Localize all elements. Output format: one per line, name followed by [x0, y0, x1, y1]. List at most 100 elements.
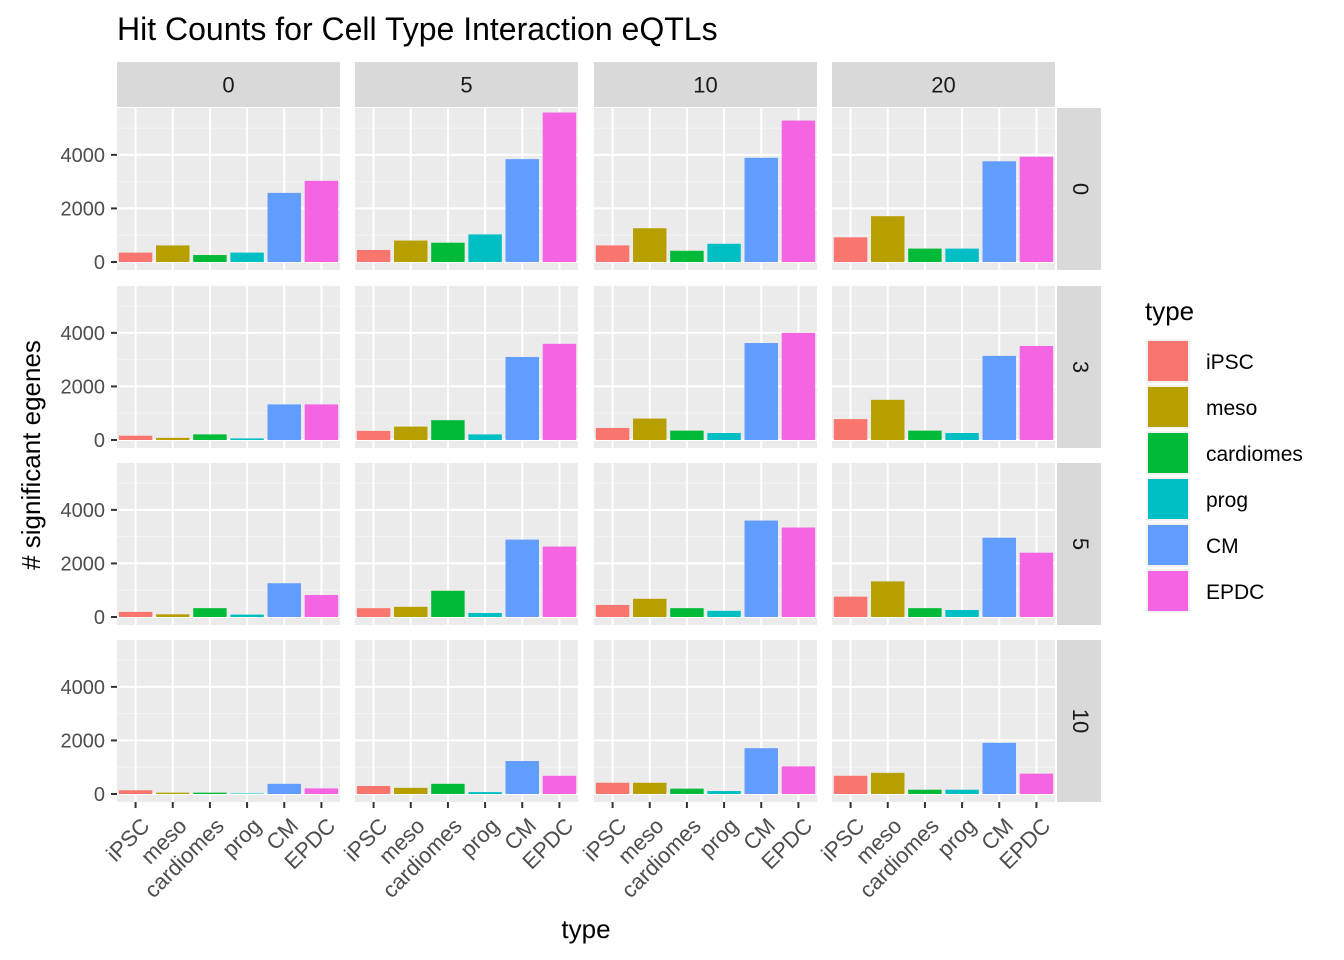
- panel-background: [832, 640, 1055, 802]
- legend-title: type: [1145, 296, 1194, 326]
- bar-CM: [267, 783, 301, 794]
- bar-EPDC: [781, 766, 816, 794]
- bar-prog: [468, 434, 502, 440]
- legend-label: iPSC: [1206, 351, 1254, 374]
- bar-EPDC: [542, 775, 577, 794]
- panel-background: [117, 286, 340, 448]
- legend-swatch-CM: [1148, 525, 1188, 565]
- bar-EPDC: [1019, 156, 1054, 262]
- bar-EPDC: [1019, 345, 1054, 440]
- bar-meso: [633, 418, 667, 440]
- chart-title: Hit Counts for Cell Type Interaction eQT…: [117, 11, 718, 47]
- bar-iPSC: [118, 435, 153, 440]
- panel-background: [355, 286, 578, 448]
- bar-EPDC: [304, 180, 339, 262]
- y-tick-label: 2000: [61, 198, 106, 220]
- panel-background: [117, 108, 340, 270]
- bar-iPSC: [595, 604, 630, 617]
- bar-prog: [707, 243, 741, 262]
- legend-swatch-EPDC: [1148, 571, 1188, 611]
- bar-iPSC: [833, 775, 868, 794]
- bar-iPSC: [833, 419, 868, 440]
- bar-EPDC: [542, 112, 577, 263]
- y-axis-title: # significant egenes: [16, 340, 46, 570]
- bar-CM: [505, 539, 539, 617]
- x-axis-title: type: [561, 914, 610, 944]
- bar-iPSC: [595, 782, 630, 794]
- bar-EPDC: [304, 404, 339, 440]
- legend: type iPSC meso cardiomes prog CM EPDC: [1145, 296, 1303, 613]
- legend-label: CM: [1206, 535, 1239, 558]
- panel-background: [117, 463, 340, 625]
- bar-meso: [394, 606, 428, 617]
- bar-CM: [744, 748, 778, 794]
- legend-swatch-prog: [1148, 479, 1188, 519]
- bar-iPSC: [356, 249, 391, 262]
- legend-swatch-cardiomes: [1148, 433, 1188, 473]
- row-strip-label: 0: [1068, 183, 1093, 195]
- bar-meso: [156, 245, 190, 262]
- bar-prog: [230, 614, 264, 617]
- bar-CM: [505, 356, 539, 440]
- bar-CM: [505, 761, 539, 794]
- bar-CM: [267, 404, 301, 440]
- legend-label: cardiomes: [1206, 443, 1303, 466]
- bar-EPDC: [781, 332, 816, 440]
- bar-meso: [871, 399, 905, 440]
- bar-cardiomes: [431, 420, 465, 440]
- row-strip-label: 3: [1068, 361, 1093, 373]
- bar-meso: [633, 598, 667, 617]
- bar-EPDC: [542, 343, 577, 440]
- bar-EPDC: [1019, 773, 1054, 794]
- bar-cardiomes: [193, 608, 227, 617]
- y-tick-label: 0: [94, 607, 105, 629]
- bar-iPSC: [595, 427, 630, 440]
- bar-cardiomes: [908, 248, 942, 262]
- panel-background: [355, 108, 578, 270]
- bar-prog: [945, 248, 979, 262]
- bar-EPDC: [304, 788, 339, 794]
- bar-CM: [982, 537, 1016, 617]
- bar-CM: [982, 161, 1016, 262]
- bar-prog: [230, 252, 264, 262]
- bar-prog: [707, 433, 741, 440]
- row-strip: [1057, 463, 1101, 625]
- legend-label: prog: [1206, 489, 1248, 512]
- legend-swatch-meso: [1148, 387, 1188, 427]
- panel-background: [832, 286, 1055, 448]
- y-tick-label: 0: [94, 430, 105, 452]
- bar-prog: [945, 433, 979, 440]
- bar-meso: [633, 228, 667, 262]
- panel-background: [832, 463, 1055, 625]
- bar-cardiomes: [670, 788, 704, 794]
- bar-meso: [394, 240, 428, 262]
- bar-cardiomes: [670, 608, 704, 617]
- bar-EPDC: [304, 595, 339, 617]
- bar-cardiomes: [193, 792, 227, 794]
- column-strip: [832, 62, 1055, 107]
- column-strip-label: 0: [222, 73, 234, 98]
- bar-prog: [945, 610, 979, 617]
- bar-EPDC: [1019, 552, 1054, 617]
- bar-iPSC: [356, 785, 391, 794]
- bar-CM: [505, 159, 539, 262]
- row-strip-label: 5: [1068, 538, 1093, 550]
- bar-meso: [394, 787, 428, 794]
- row-strip-label: 10: [1068, 709, 1093, 733]
- bar-cardiomes: [431, 242, 465, 262]
- bar-prog: [230, 793, 264, 794]
- panel-background: [594, 463, 817, 625]
- x-tick-label: prog: [694, 813, 743, 862]
- column-strip: [117, 62, 340, 107]
- y-tick-label: 0: [94, 784, 105, 806]
- bar-CM: [982, 742, 1016, 794]
- bar-CM: [744, 343, 778, 440]
- bar-prog: [468, 792, 502, 794]
- bar-iPSC: [118, 611, 153, 617]
- bar-iPSC: [118, 252, 153, 262]
- column-strip-label: 5: [460, 73, 472, 98]
- bar-meso: [871, 581, 905, 617]
- bar-cardiomes: [908, 430, 942, 440]
- row-strip: [1057, 286, 1101, 448]
